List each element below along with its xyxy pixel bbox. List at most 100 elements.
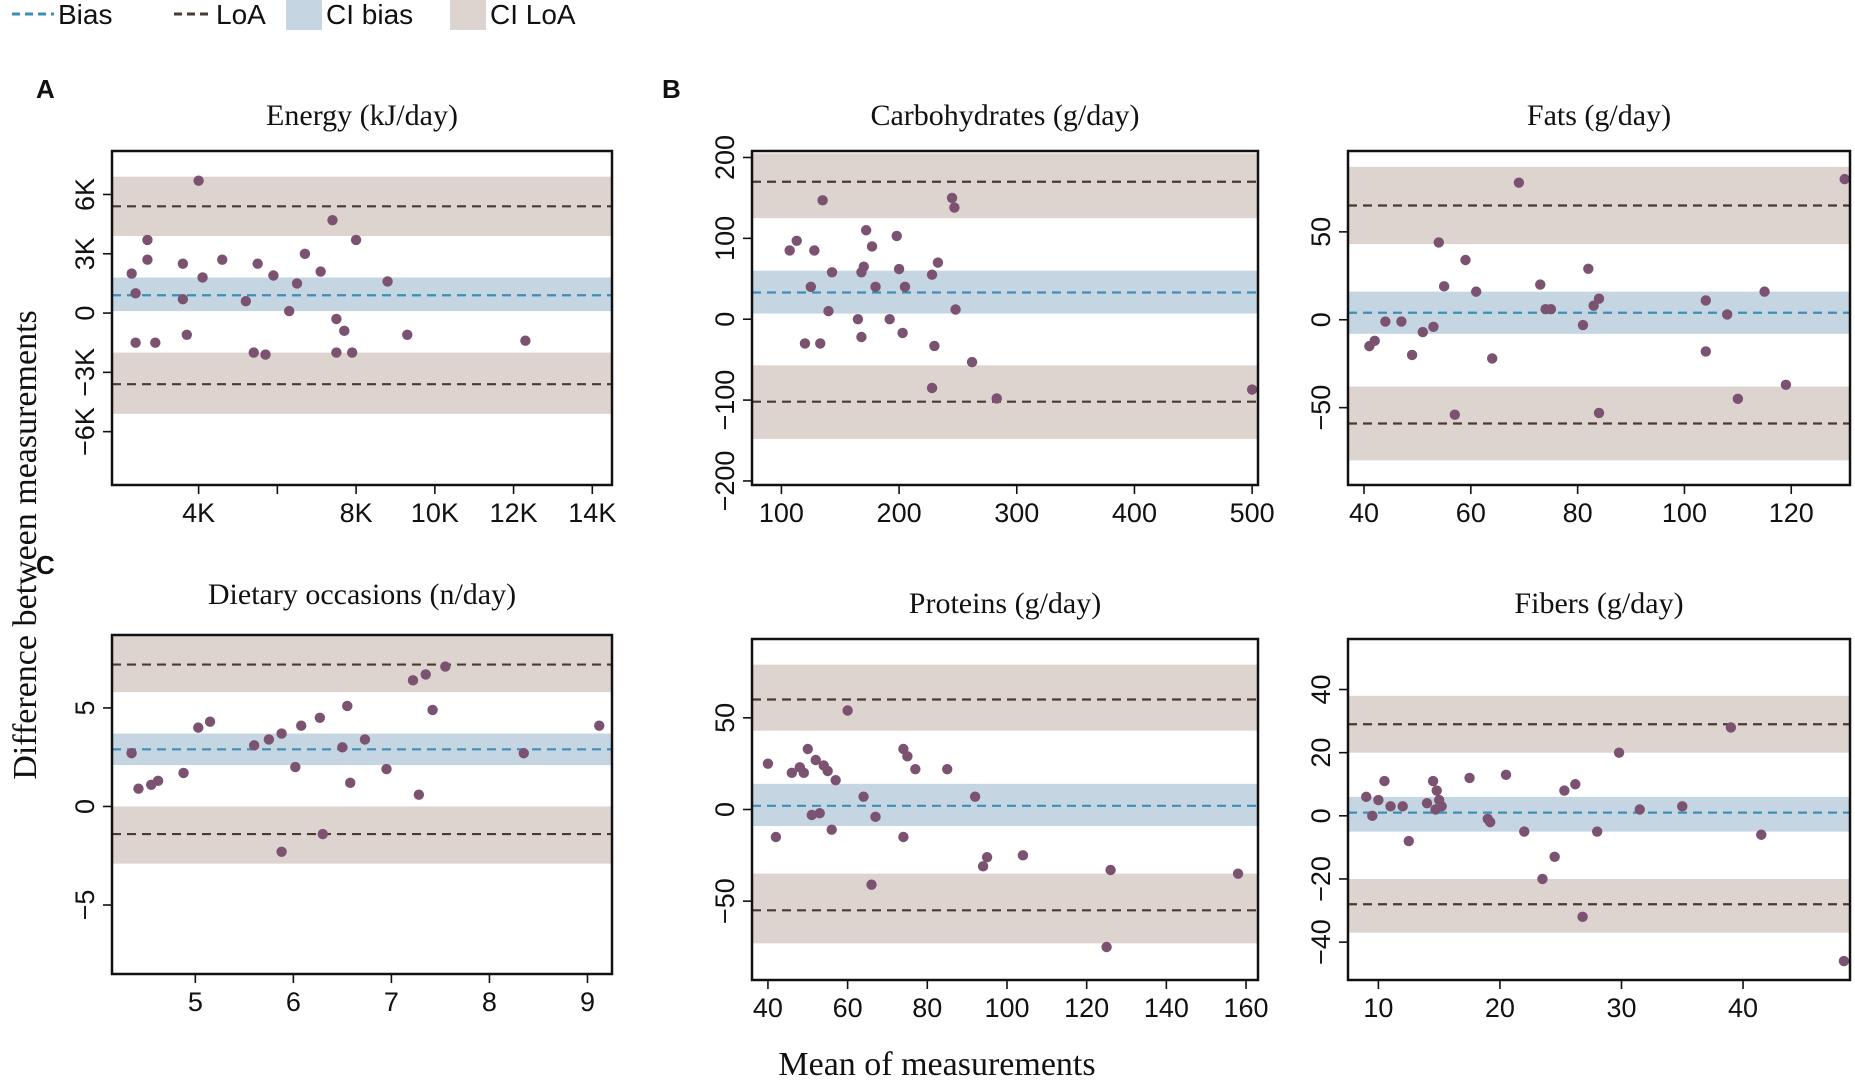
panel-fibers: Fibers (g/day) 10 20 30 40 40 20 0 −20 −40 bbox=[1306, 587, 1852, 1023]
energy-title: Energy (kJ/day) bbox=[266, 99, 458, 132]
energy-point-26 bbox=[350, 234, 362, 246]
energy-point-6 bbox=[177, 258, 189, 269]
fats-xtick-label-1: 60 bbox=[1456, 498, 1486, 528]
carbohydrates-point-8 bbox=[826, 267, 838, 278]
carbohydrates-point-14 bbox=[866, 241, 878, 252]
energy-xtick-label-3: 12K bbox=[490, 498, 538, 528]
carbohydrates-xtick-label-2: 300 bbox=[994, 498, 1039, 528]
dietary-occasions-point-24 bbox=[440, 661, 451, 672]
fats-point-5 bbox=[1417, 326, 1428, 338]
carbohydrates-point-0 bbox=[784, 245, 795, 256]
fibers-point-5 bbox=[1397, 801, 1408, 812]
proteins-point-16 bbox=[870, 811, 881, 823]
fats-point-18 bbox=[1583, 263, 1594, 274]
fats-point-12 bbox=[1486, 353, 1498, 364]
proteins-point-15 bbox=[866, 879, 877, 890]
energy-ytick-label-2: 0 bbox=[70, 306, 100, 321]
energy-xtick-label-2: 10K bbox=[411, 498, 459, 528]
fats-point-7 bbox=[1433, 237, 1444, 248]
energy-point-19 bbox=[299, 248, 311, 259]
fats-point-26 bbox=[1759, 286, 1770, 297]
fibers-point-12 bbox=[1436, 801, 1447, 812]
proteins-point-0 bbox=[762, 758, 774, 769]
carbohydrates-point-28 bbox=[966, 356, 978, 368]
carbohydrates-point-4 bbox=[809, 245, 820, 256]
dietary-occasions-point-7 bbox=[248, 740, 260, 751]
energy-plot-frame bbox=[110, 149, 614, 487]
fibers-point-24 bbox=[1613, 747, 1625, 758]
fibers-point-20 bbox=[1559, 785, 1570, 796]
proteins-point-22 bbox=[969, 791, 981, 802]
carbohydrates-point-3 bbox=[805, 281, 817, 293]
panel-fats: Fats (g/day) 40 60 80 100 120 50 0 −50 bbox=[1306, 99, 1852, 528]
energy-point-4 bbox=[142, 254, 153, 265]
energy-point-2 bbox=[130, 337, 141, 348]
energy-point-20 bbox=[315, 266, 326, 277]
energy-xtick-label-0: 4K bbox=[182, 498, 215, 528]
energy-point-24 bbox=[339, 325, 350, 337]
energy-point-28 bbox=[402, 329, 413, 340]
fibers-ci-loa-lower-band bbox=[1348, 878, 1850, 933]
fibers-point-10 bbox=[1431, 785, 1442, 796]
energy-point-11 bbox=[217, 254, 228, 265]
dietary-occasions-point-3 bbox=[152, 775, 164, 787]
fibers-point-19 bbox=[1549, 851, 1560, 863]
dietary-occasions-point-0 bbox=[126, 748, 137, 759]
panel-dietary-occasions: Dietary occasions (n/day) 5 6 7 8 9 5 0 −5 bbox=[70, 578, 614, 1017]
fibers-xtick-label-2: 30 bbox=[1606, 993, 1636, 1023]
legend-ci-loa-swatch bbox=[450, 0, 486, 30]
energy-point-9 bbox=[193, 175, 204, 186]
proteins-ytick-label-0: 50 bbox=[710, 703, 740, 733]
fats-ytick-label-2: −50 bbox=[1306, 385, 1336, 431]
carbohydrates-point-5 bbox=[815, 338, 826, 349]
proteins-point-23 bbox=[977, 861, 989, 872]
fats-point-3 bbox=[1396, 316, 1407, 327]
fibers-point-2 bbox=[1373, 794, 1384, 806]
panel-letter-a: A bbox=[36, 74, 55, 104]
fibers-point-3 bbox=[1379, 775, 1390, 787]
energy-point-27 bbox=[382, 276, 393, 287]
proteins-point-4 bbox=[798, 767, 809, 779]
carbohydrates-xtick-label-1: 200 bbox=[877, 498, 922, 528]
energy-xtick-label-1: 8K bbox=[340, 498, 373, 528]
fats-point-4 bbox=[1406, 349, 1418, 361]
dietary-occasions-xtick-label-0: 5 bbox=[188, 987, 203, 1017]
energy-point-17 bbox=[283, 305, 295, 317]
dietary-occasions-title: Dietary occasions (n/day) bbox=[208, 578, 516, 611]
legend-bias-label: Bias bbox=[58, 0, 112, 30]
legend-ci-loa-label: CI LoA bbox=[490, 0, 576, 30]
carbohydrates-point-29 bbox=[991, 393, 1002, 404]
energy-point-13 bbox=[248, 347, 259, 358]
dietary-occasions-point-17 bbox=[345, 777, 356, 789]
fibers-ytick-label-4: −40 bbox=[1306, 919, 1336, 965]
dietary-occasions-point-25 bbox=[518, 748, 529, 759]
proteins-point-7 bbox=[810, 754, 821, 766]
dietary-occasions-plot-frame bbox=[110, 633, 614, 976]
fibers-point-25 bbox=[1634, 804, 1645, 815]
dietary-occasions-xtick-label-4: 9 bbox=[580, 987, 595, 1017]
proteins-point-27 bbox=[1105, 864, 1116, 876]
fats-point-24 bbox=[1721, 309, 1733, 320]
legend-loa-label: LoA bbox=[216, 0, 266, 30]
dietary-occasions-point-5 bbox=[193, 722, 204, 733]
fats-point-19 bbox=[1588, 300, 1599, 311]
fats-point-13 bbox=[1513, 177, 1525, 188]
energy-point-5 bbox=[150, 337, 161, 348]
dietary-occasions-ytick-label-0: 5 bbox=[70, 700, 100, 715]
energy-point-15 bbox=[260, 349, 271, 360]
panel-proteins: Proteins (g/day) 40 60 80 100 120 140 160 50 0 −50 bbox=[710, 587, 1269, 1023]
fats-ytick-label-1: 0 bbox=[1306, 312, 1336, 327]
carbohydrates-point-19 bbox=[897, 327, 908, 339]
fats-point-22 bbox=[1700, 346, 1712, 357]
dietary-occasions-point-26 bbox=[594, 720, 605, 731]
panel-letter-c: C bbox=[36, 550, 55, 580]
energy-ytick-label-3: −3K bbox=[70, 348, 100, 397]
proteins-point-2 bbox=[786, 767, 798, 779]
carbohydrates-point-18 bbox=[893, 263, 905, 275]
fibers-point-28 bbox=[1756, 829, 1767, 840]
dietary-occasions-point-6 bbox=[204, 716, 216, 727]
carbohydrates-point-13 bbox=[860, 225, 872, 236]
y-axis-label: Difference between measurements bbox=[7, 310, 44, 779]
fibers-point-29 bbox=[1838, 955, 1850, 967]
